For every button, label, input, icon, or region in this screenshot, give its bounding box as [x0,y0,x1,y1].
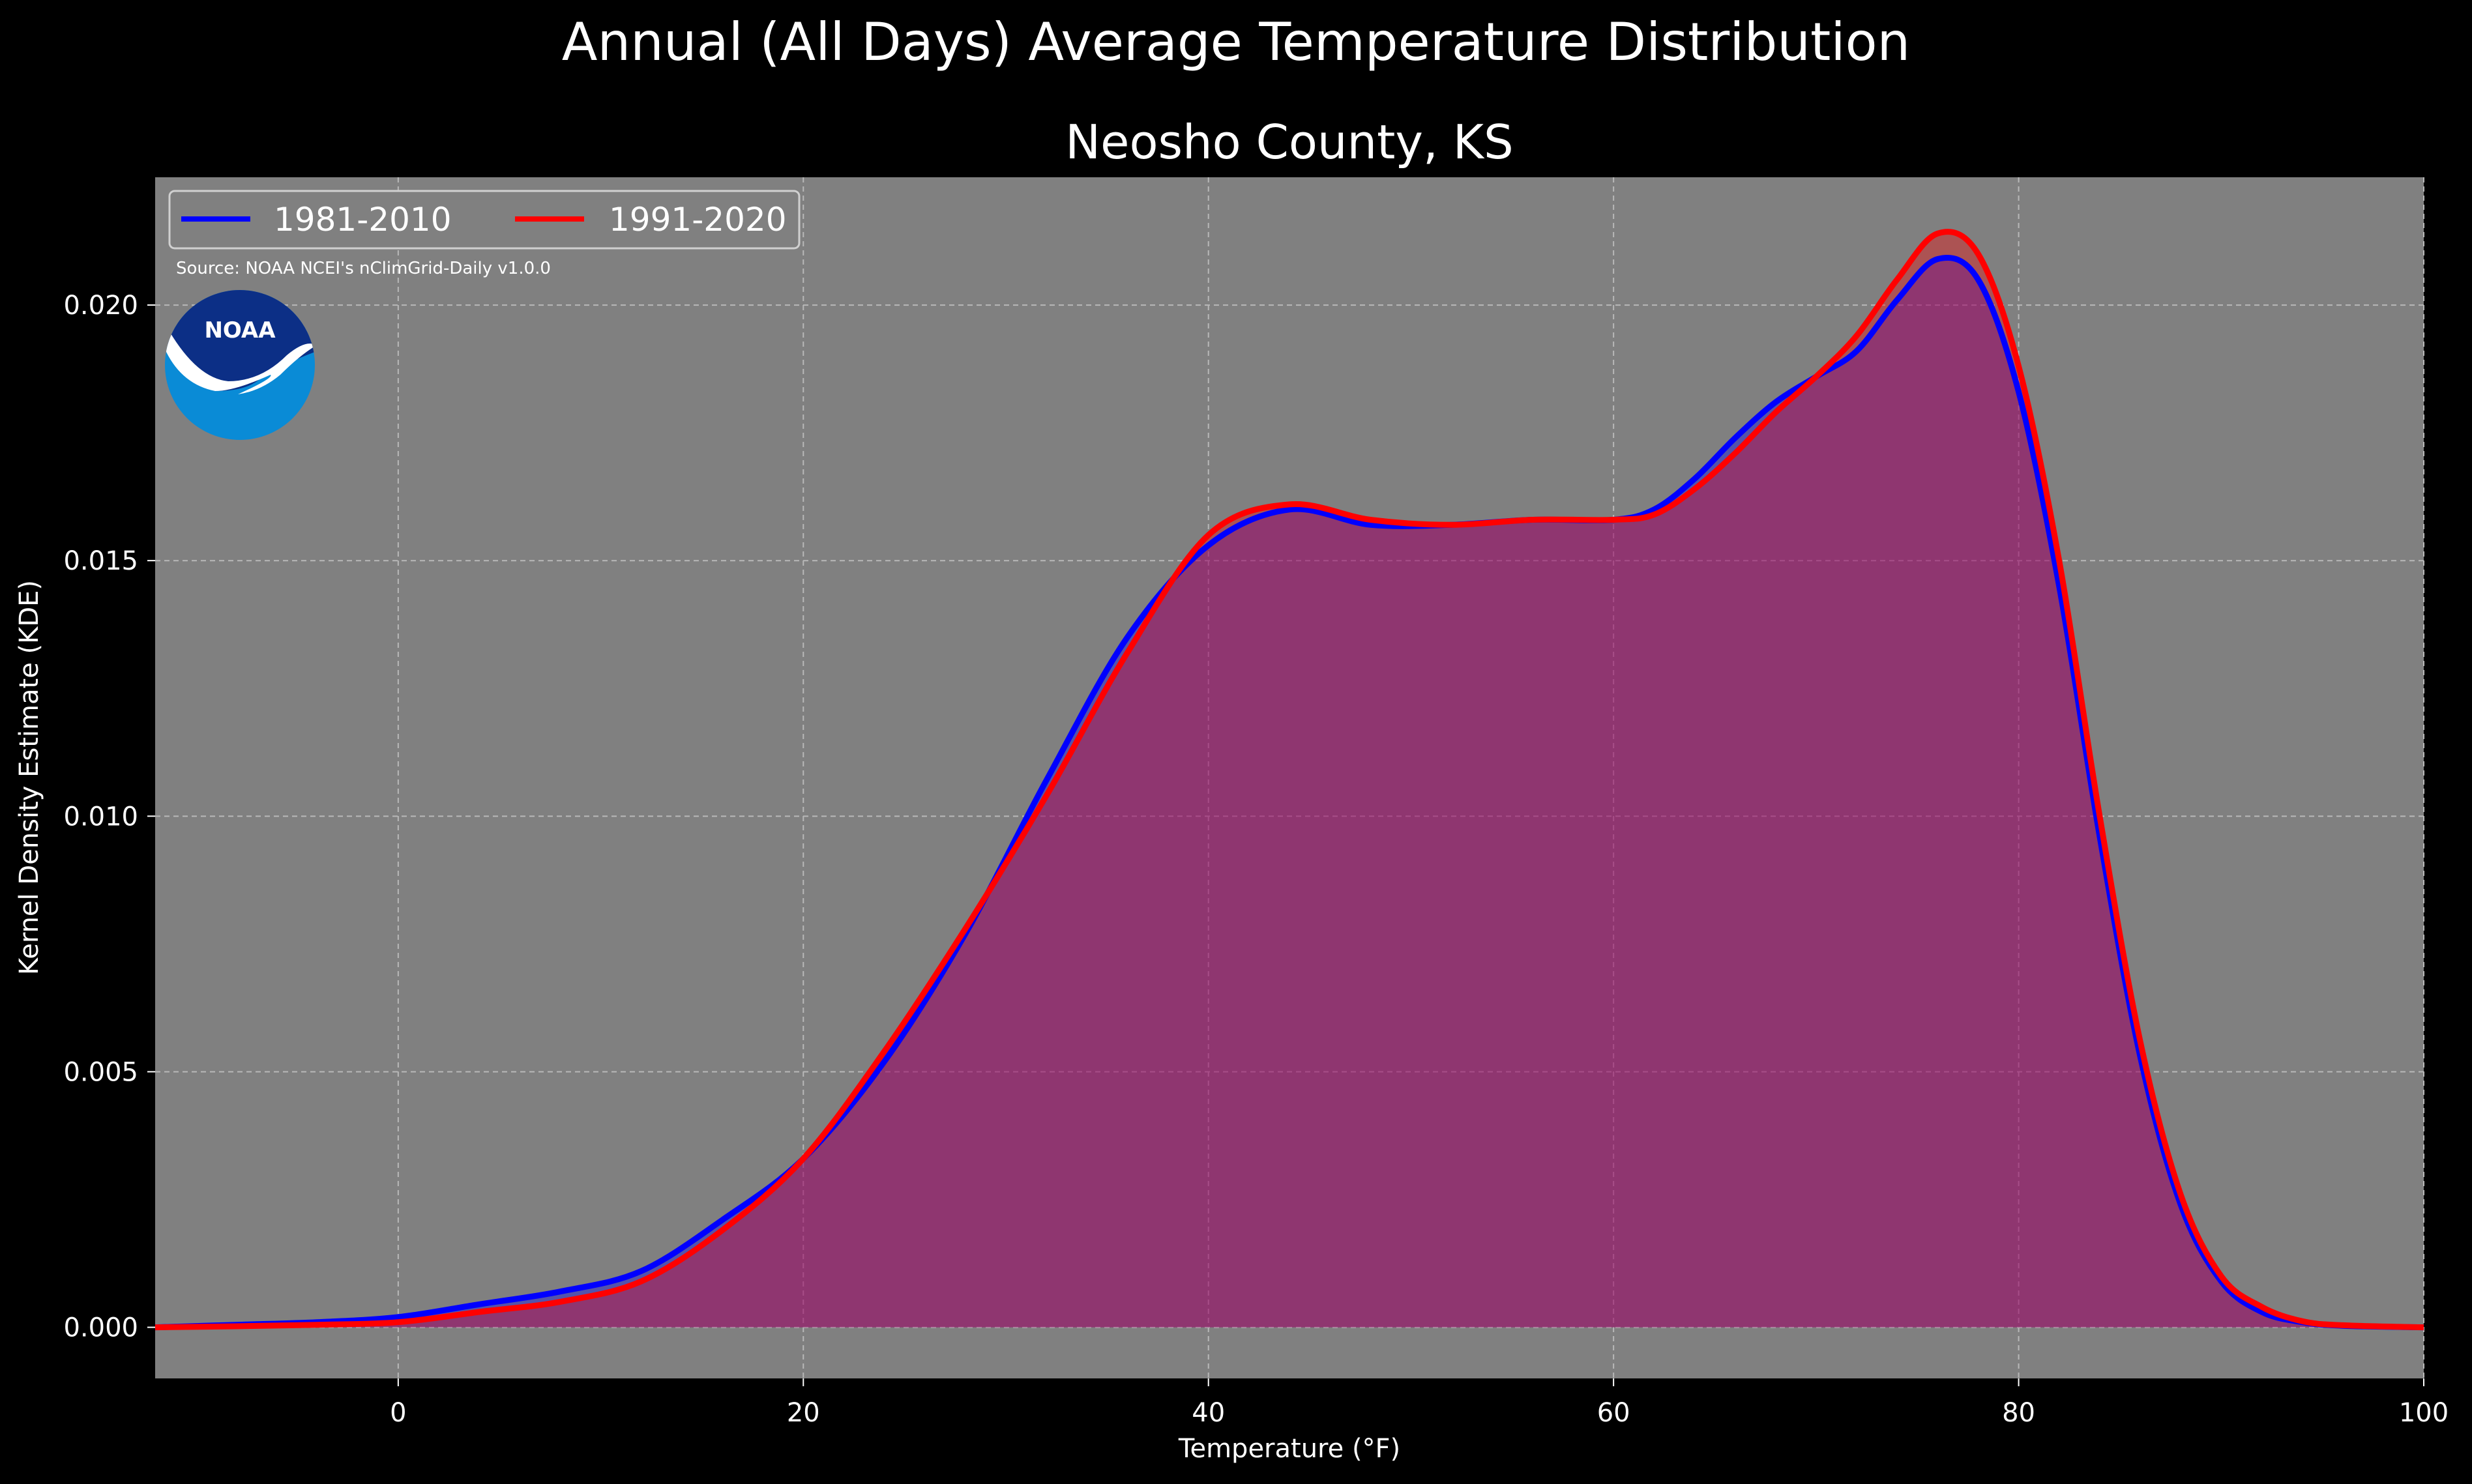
plot-area [155,177,2424,1378]
x-tick-label: 100 [2399,1398,2449,1428]
series-lines [154,229,2424,1331]
legend-label-1991-2020: 1991-2020 [609,201,787,239]
x-axis-ticks: 0 20 40 60 80 100 [390,1378,2449,1428]
grid-lines [155,177,2424,1378]
source-note: Source: NOAA NCEI's nClimGrid-Daily v1.0… [176,259,551,278]
x-tick-label: 20 [787,1398,820,1428]
area-fill-1981-2010 [155,257,2424,1328]
noaa-logo-text: NOAA [204,317,276,343]
series-fills [155,231,2424,1328]
x-axis-label: Temperature (°F) [1178,1434,1400,1464]
y-tick-label: 0.005 [63,1057,138,1087]
y-tick-label: 0.020 [63,291,138,321]
legend: 1981-2010 1991-2020 [168,190,801,250]
y-tick-label: 0.015 [63,546,138,576]
chart-title: Annual (All Days) Average Temperature Di… [562,12,1910,72]
y-tick-label: 0.000 [63,1313,138,1343]
y-axis-ticks: 0.000 0.005 0.010 0.015 0.020 [63,291,155,1343]
x-tick-label: 40 [1192,1398,1225,1428]
x-tick-label: 0 [390,1398,406,1428]
noaa-logo: NOAA [165,290,315,440]
chart-subtitle: Neosho County, KS [1065,115,1513,169]
y-tick-label: 0.010 [63,802,138,832]
y-axis-label: Kernel Density Estimate (KDE) [14,580,44,975]
legend-label-1981-2010: 1981-2010 [274,201,452,239]
legend-box [168,190,801,250]
area-fill-1991-2020 [155,231,2424,1328]
kde-line-1991-2020 [154,229,2424,1331]
x-tick-label: 80 [2002,1398,2035,1428]
x-tick-label: 60 [1597,1398,1630,1428]
